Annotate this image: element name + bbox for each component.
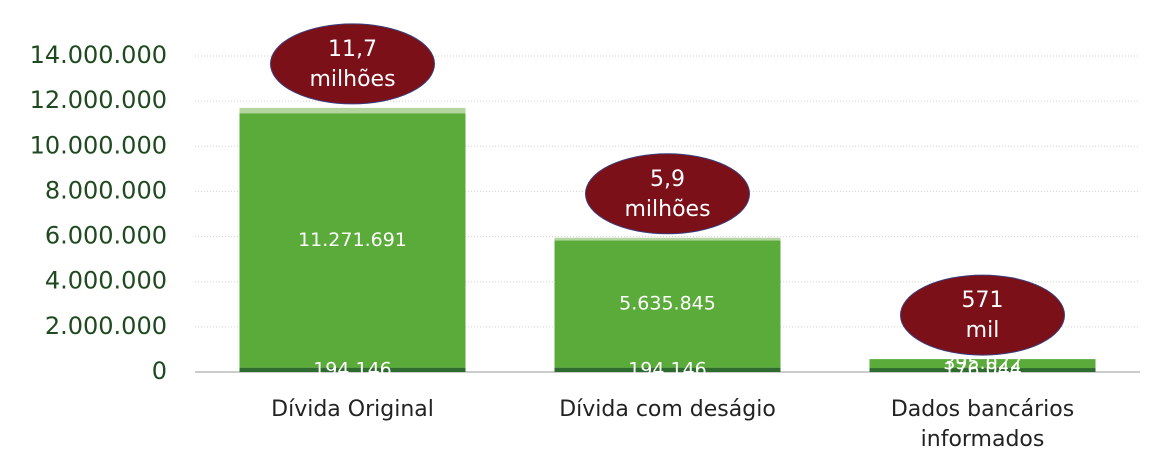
y-tick-label: 12.000.000 — [30, 86, 167, 114]
y-tick-label: 14.000.000 — [30, 41, 167, 69]
x-tick-label: Dados bancários — [891, 397, 1074, 422]
x-tick-label: Dívida com deságio — [559, 397, 776, 422]
bar-segment — [554, 240, 781, 368]
annotation: 11,7 — [328, 37, 377, 62]
annotation: 5,9 — [650, 167, 685, 192]
annotation-bubble — [270, 23, 435, 105]
y-tick-label: 0 — [152, 357, 167, 385]
x-tick-label: informados — [921, 427, 1045, 449]
y-tick-label: 10.000.000 — [30, 131, 167, 159]
bar-segment — [239, 113, 466, 368]
data-label: 176.044 — [943, 359, 1022, 381]
data-label: 395.022 — [943, 352, 1022, 374]
y-tick-label: 8.000.000 — [45, 176, 167, 204]
annotation-bubble — [585, 153, 750, 235]
x-tick-label: Dívida Original — [271, 397, 434, 422]
annotation: mil — [966, 318, 1000, 343]
y-tick-label: 6.000.000 — [45, 222, 167, 250]
bar-segment — [869, 359, 1096, 369]
data-label: 11.271.691 — [298, 229, 407, 251]
data-label: 5.635.845 — [619, 293, 716, 315]
bar-segment — [239, 107, 466, 114]
bar-segment — [554, 367, 781, 372]
bar-segment — [554, 237, 781, 241]
data-label: 194.146 — [628, 358, 707, 380]
bar-segment — [239, 367, 466, 372]
annotation: 571 — [962, 288, 1004, 313]
bar-segment — [869, 368, 1096, 372]
annotation: milhões — [624, 197, 710, 222]
y-tick-label: 4.000.000 — [45, 267, 167, 295]
annotation: milhões — [309, 67, 395, 92]
data-label: 194.146 — [313, 358, 392, 380]
annotation-bubble — [900, 274, 1065, 356]
y-tick-label: 2.000.000 — [45, 312, 167, 340]
